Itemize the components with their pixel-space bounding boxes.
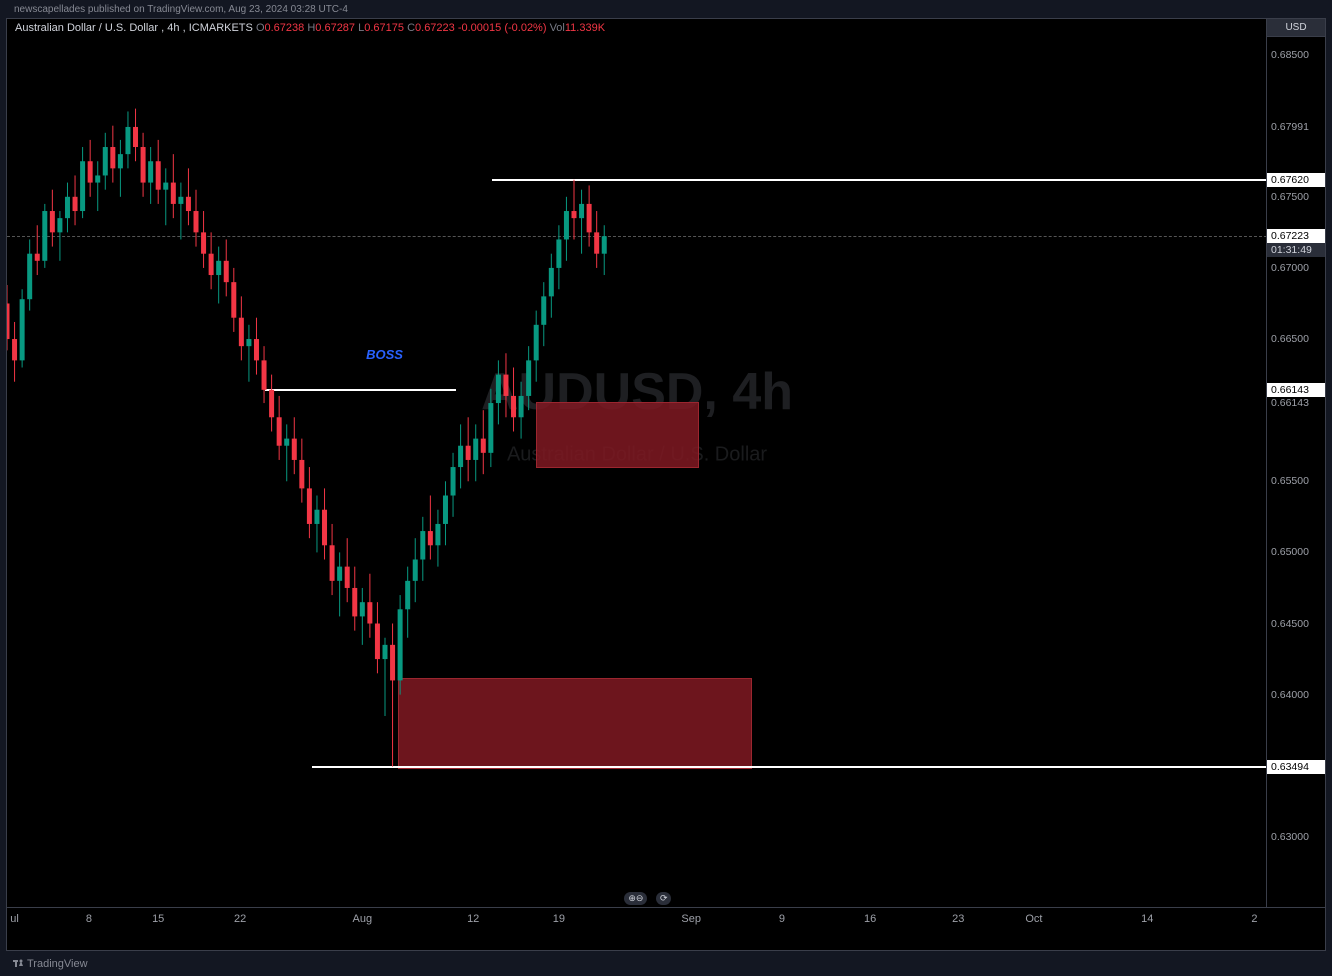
symbol-interval[interactable]: 4h	[167, 22, 179, 34]
price-tick: 0.67000	[1271, 262, 1309, 274]
ohlc-close: 0.67223	[415, 22, 455, 34]
footer-brand[interactable]: TradingView	[12, 957, 88, 970]
app-root: newscapellades published on TradingView.…	[0, 0, 1332, 976]
price-tick: 0.63000	[1271, 831, 1309, 843]
price-axis[interactable]: USD 0.68500 0.67500 0.67000 0.66500 0.65500 0…	[1266, 19, 1325, 908]
time-tick: 2	[1251, 913, 1257, 925]
time-tick: Aug	[353, 913, 373, 925]
publish-info: newscapellades published on TradingView.…	[14, 4, 348, 15]
price-marker: 0.66143	[1267, 383, 1325, 397]
chart-area[interactable]: AUDUSD, 4h Australian Dollar / U.S. Doll…	[7, 19, 1267, 908]
time-tick: 9	[779, 913, 785, 925]
symbol-info-bar: Australian Dollar / U.S. Dollar , 4h , I…	[15, 22, 605, 34]
ohlc-vol: 11.339K	[565, 22, 605, 34]
ohlc-low: 0.67175	[364, 22, 404, 34]
time-tick: 15	[152, 913, 164, 925]
ohlc-high: 0.67287	[315, 22, 355, 34]
time-tick: Sep	[681, 913, 701, 925]
price-tick: 0.67991	[1271, 121, 1309, 133]
time-tick: 14	[1141, 913, 1153, 925]
price-axis-header: USD	[1267, 19, 1325, 37]
time-tick: 12	[467, 913, 479, 925]
price-marker: 0.67223	[1267, 229, 1325, 243]
timeline-tools[interactable]: ⊕⊖ ⟳	[624, 888, 675, 906]
ohlc-open: 0.67238	[265, 22, 305, 34]
time-tick: 16	[864, 913, 876, 925]
reset-scale-icon[interactable]: ⟳	[656, 892, 672, 905]
time-tick: 8	[86, 913, 92, 925]
price-marker: 0.63494	[1267, 760, 1325, 774]
candlestick-series	[7, 19, 1267, 908]
price-marker: 0.67620	[1267, 173, 1325, 187]
time-tick: 22	[234, 913, 246, 925]
chart-frame: Australian Dollar / U.S. Dollar , 4h , I…	[6, 18, 1326, 951]
price-tick: 0.64500	[1271, 618, 1309, 630]
goto-date-icon[interactable]: ⊕⊖	[624, 892, 647, 905]
time-tick: 19	[553, 913, 565, 925]
time-tick: Oct	[1025, 913, 1042, 925]
price-tick: 0.65500	[1271, 475, 1309, 487]
ohlc-change: -0.00015 (-0.02%)	[458, 22, 547, 34]
symbol-broker[interactable]: ICMARKETS	[189, 22, 253, 34]
price-tick: 0.68500	[1271, 49, 1309, 61]
time-axis[interactable]: ul 8 15 22 Aug 12 19 Sep 9 16 23 Oct 14 2	[7, 907, 1325, 950]
tradingview-logo-icon	[12, 957, 24, 969]
time-tick: ul	[10, 913, 19, 925]
price-tick: 0.65000	[1271, 546, 1309, 558]
price-tick: 0.66143	[1271, 397, 1309, 409]
time-tick: 23	[952, 913, 964, 925]
price-tick: 0.66500	[1271, 333, 1309, 345]
symbol-name[interactable]: Australian Dollar / U.S. Dollar	[15, 22, 158, 34]
price-tick: 0.64000	[1271, 689, 1309, 701]
price-tick: 0.67500	[1271, 191, 1309, 203]
countdown-marker: 01:31:49	[1267, 243, 1325, 257]
